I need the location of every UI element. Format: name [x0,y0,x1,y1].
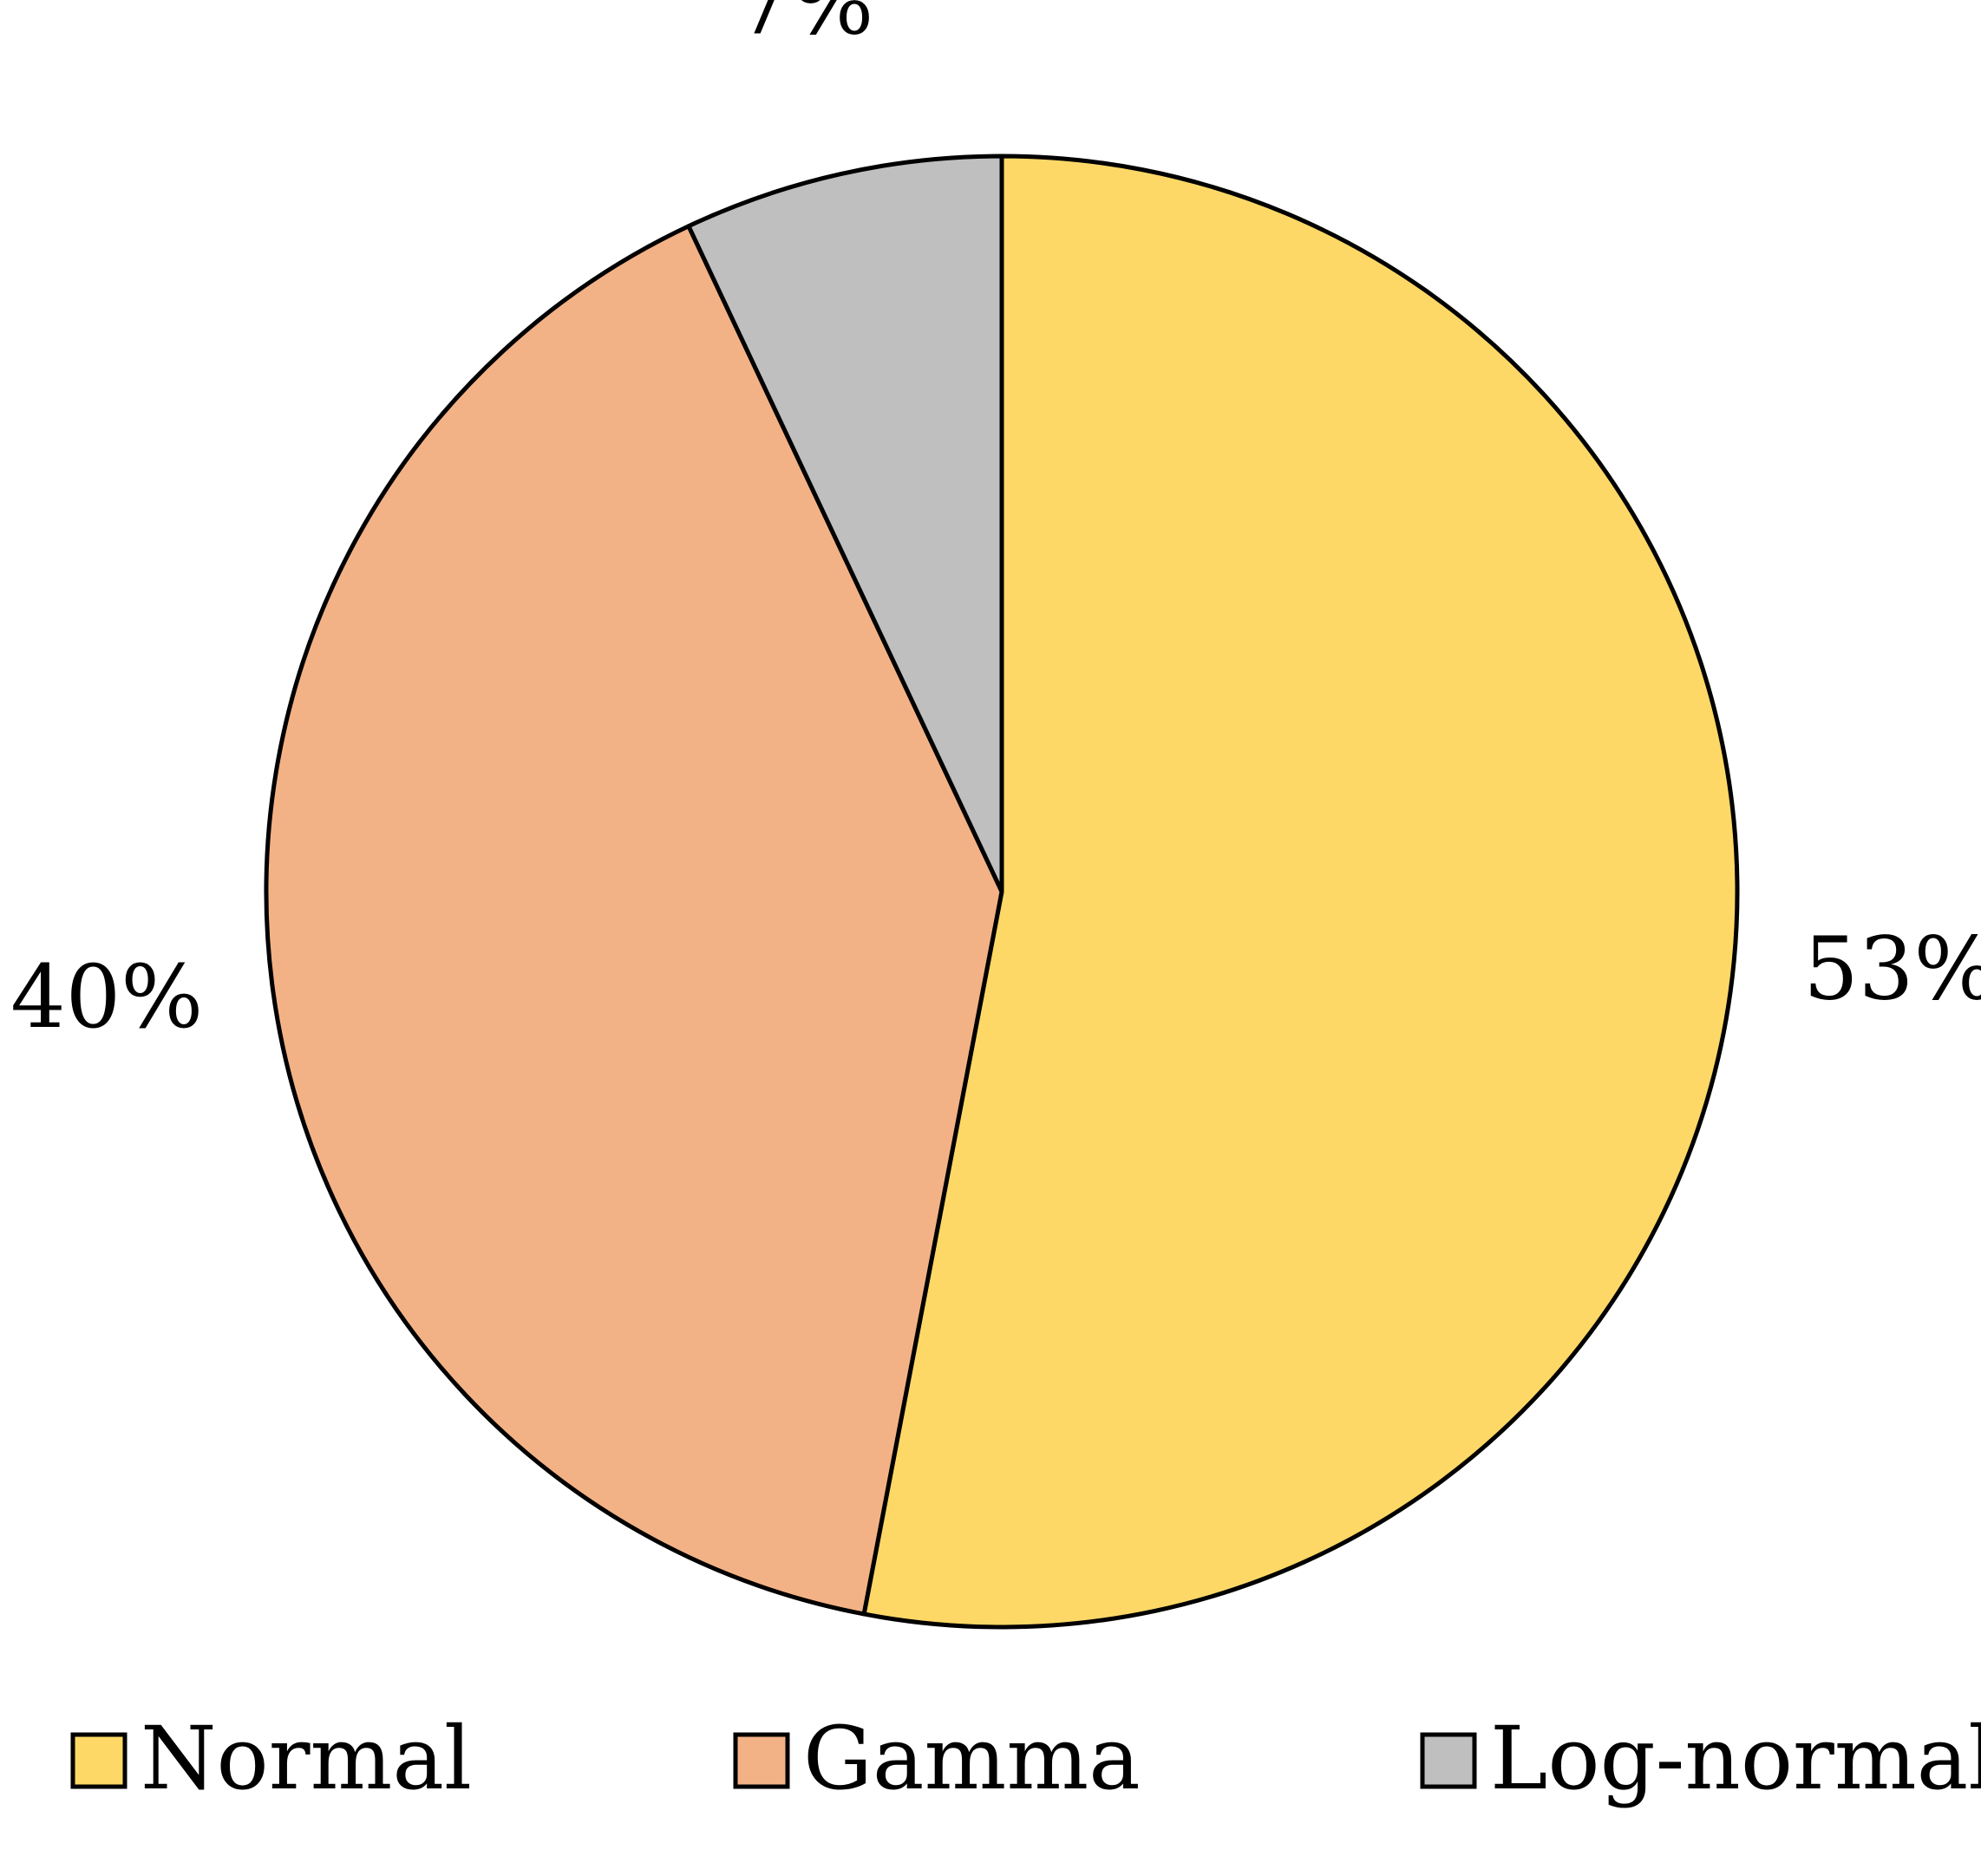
legend-label-normal: Normal [141,1708,472,1809]
legend-label-log-normal: Log-normal [1490,1708,1981,1809]
percentage-labels: 53% 40% 7% [10,0,1981,1048]
legend-swatch-gamma [733,1732,790,1789]
legend-item-normal: Normal [70,1708,472,1809]
legend-swatch-normal [70,1732,127,1789]
pie-slice-log-normal [686,154,1004,894]
legend-item-log-normal: Log-normal [1420,1708,1981,1809]
legend-swatch-log-normal [1420,1732,1477,1789]
pie-slice-normal [861,154,1740,1630]
pie-slice-gamma [264,224,1004,1617]
pie-slices [264,154,1740,1630]
legend: Normal Gamma Log-normal [70,1708,1981,1809]
legend-item-gamma: Gamma [733,1708,1141,1809]
pct-label-normal: 53% [1803,918,1981,1019]
pct-label-log-normal: 7% [736,0,874,55]
pct-label-gamma: 40% [10,946,203,1048]
legend-label-gamma: Gamma [803,1708,1141,1809]
